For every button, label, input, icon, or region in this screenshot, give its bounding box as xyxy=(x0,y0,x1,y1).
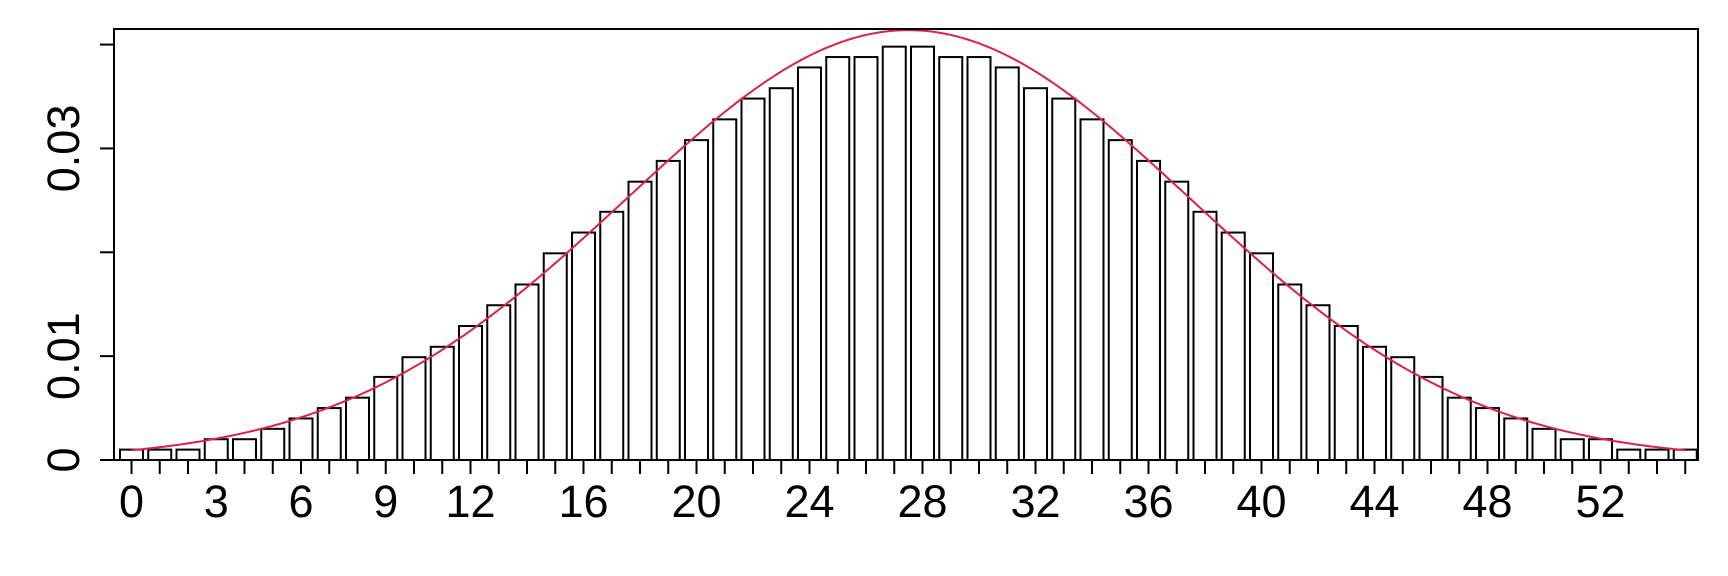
x-tick-label-0: 0 xyxy=(119,476,144,527)
x-tick-label-52: 52 xyxy=(1575,476,1625,527)
x-tick-label-16: 16 xyxy=(558,476,608,527)
y-tick-label-0: 0 xyxy=(38,447,89,472)
bar-32 xyxy=(1023,87,1048,461)
bar-48 xyxy=(1475,407,1500,462)
bar-1 xyxy=(147,448,173,462)
bar-0 xyxy=(119,448,144,462)
x-tick-label-48: 48 xyxy=(1462,476,1512,527)
bar-52 xyxy=(1588,438,1613,461)
y-tick-label-0.01: 0.01 xyxy=(38,312,89,400)
bar-27 xyxy=(881,45,907,461)
x-tick-label-40: 40 xyxy=(1236,476,1286,527)
plot-frame xyxy=(113,28,1699,461)
x-tick-label-12: 12 xyxy=(445,476,495,527)
bar-43 xyxy=(1333,325,1359,462)
bar-20 xyxy=(684,139,709,461)
bar-6 xyxy=(288,417,314,461)
bar-26 xyxy=(853,56,879,462)
bar-24 xyxy=(797,66,822,461)
bar-13 xyxy=(486,304,512,462)
x-tick-label-9: 9 xyxy=(373,476,398,527)
bar-36 xyxy=(1136,159,1161,461)
x-tick-label-3: 3 xyxy=(204,476,229,527)
bar-54 xyxy=(1644,448,1670,462)
x-axis: 0 3 6 9 12 16 20 24 28 32 36 40 44 48 52 xyxy=(119,460,1687,527)
bar-39 xyxy=(1220,231,1246,461)
bars-group xyxy=(119,45,1698,462)
bar-12 xyxy=(458,325,483,462)
bar-4 xyxy=(232,438,257,461)
bar-29 xyxy=(938,56,964,462)
bar-40 xyxy=(1249,252,1274,461)
bar-22 xyxy=(740,97,766,461)
bar-30 xyxy=(966,56,992,462)
bar-53 xyxy=(1616,448,1642,462)
bar-46 xyxy=(1418,375,1444,461)
bar-31 xyxy=(994,66,1020,461)
bar-11 xyxy=(429,345,455,461)
bar-42 xyxy=(1305,304,1331,462)
x-tick-label-44: 44 xyxy=(1349,476,1399,527)
x-tick-label-32: 32 xyxy=(1010,476,1060,527)
bar-8 xyxy=(345,396,370,461)
bar-41 xyxy=(1277,283,1303,461)
bar-2 xyxy=(175,448,201,462)
bar-33 xyxy=(1051,97,1077,461)
y-tick-label-0.03: 0.03 xyxy=(38,105,89,193)
x-tick-label-28: 28 xyxy=(897,476,947,527)
bar-7 xyxy=(316,407,342,462)
bar-34 xyxy=(1079,118,1105,461)
bar-51 xyxy=(1559,438,1585,461)
bar-18 xyxy=(627,180,653,461)
bar-28 xyxy=(910,45,935,461)
bar-5 xyxy=(260,427,286,462)
x-tick-label-20: 20 xyxy=(671,476,721,527)
bar-55 xyxy=(1672,448,1698,462)
bar-44 xyxy=(1362,345,1387,461)
bar-50 xyxy=(1531,427,1557,462)
x-tick-label-6: 6 xyxy=(288,476,313,527)
bar-38 xyxy=(1192,210,1218,461)
bar-14 xyxy=(514,283,540,461)
bar-9 xyxy=(373,375,399,461)
bar-17 xyxy=(599,210,625,461)
bar-19 xyxy=(655,159,681,461)
bar-15 xyxy=(542,252,568,461)
bar-16 xyxy=(571,231,596,461)
bar-3 xyxy=(203,438,229,461)
bar-49 xyxy=(1503,417,1529,461)
bar-23 xyxy=(768,87,794,461)
x-tick-label-24: 24 xyxy=(784,476,834,527)
bar-37 xyxy=(1164,180,1190,461)
density-curve xyxy=(131,29,1686,452)
y-axis: 0 0.01 0.03 xyxy=(38,43,114,473)
x-tick-label-36: 36 xyxy=(1123,476,1173,527)
bar-35 xyxy=(1107,139,1133,461)
bar-47 xyxy=(1446,396,1472,461)
bar-21 xyxy=(712,118,738,461)
bar-25 xyxy=(825,56,851,462)
